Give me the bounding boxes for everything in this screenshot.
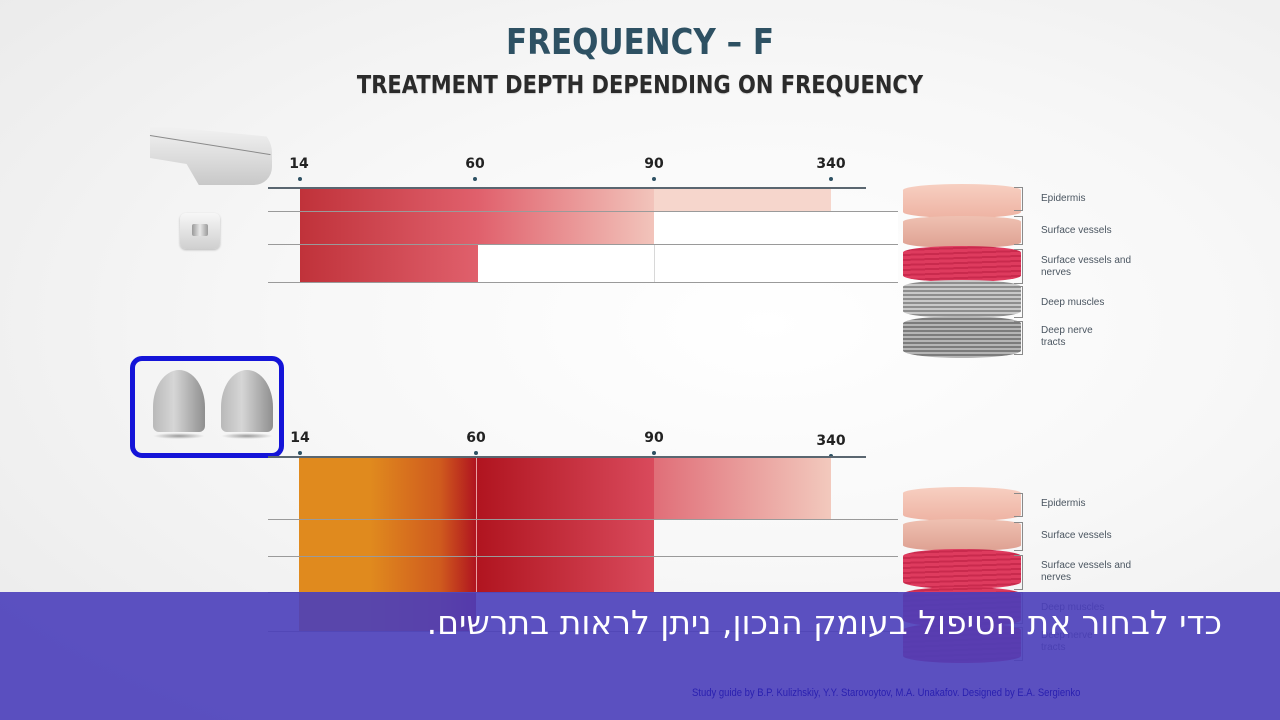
- empty-cell: [654, 211, 898, 282]
- tick-label: 14: [289, 156, 309, 172]
- layer-label-surface-vessels-nerves: Surface vessels and: [1041, 255, 1132, 266]
- bracket: [1014, 522, 1023, 551]
- tick-label: 14: [290, 430, 310, 446]
- grid-line: [268, 244, 898, 245]
- grid-vline: [654, 244, 655, 282]
- bar-60-90: [478, 188, 654, 244]
- nozzle-electrode-icon: [221, 370, 273, 432]
- page-subtitle: TREATMENT DEPTH DEPENDING ON FREQUENCY: [356, 70, 924, 99]
- layer-label-epidermis: Epidermis: [1041, 193, 1086, 204]
- surface-vessels-nerves-disc: [903, 549, 1021, 589]
- bracket: [1014, 321, 1023, 355]
- bar-90-340-pink: [654, 457, 831, 519]
- tick-label: 340: [816, 156, 846, 172]
- grid-vline: [476, 457, 477, 592]
- surface-vessels-disc: [903, 519, 1021, 551]
- bar-90-340: [654, 188, 831, 211]
- bracket: [1014, 493, 1023, 517]
- layer-label-surface-vessels-nerves: Surface vessels and: [1041, 560, 1132, 571]
- layer-label-surface-vessels: Surface vessels: [1041, 225, 1112, 236]
- flat-electrode-icon: [180, 213, 220, 249]
- empty-cell: [478, 244, 654, 282]
- bracket: [1014, 555, 1023, 590]
- nozzle-selection-highlight[interactable]: [130, 356, 284, 458]
- tick-label: 90: [644, 156, 664, 172]
- credit-line: Study guide by B.P. Kulizhskiy, Y.Y. Sta…: [692, 687, 1081, 699]
- hebrew-caption: כדי לבחור את הטיפול בעומק הנכון, ניתן לר…: [426, 603, 1222, 642]
- nozzle-electrode-icon: [153, 370, 205, 432]
- caption-overlay: [0, 592, 1280, 720]
- layer-label-surface-vessels-nerves-2: nerves: [1041, 572, 1072, 583]
- surface-vessels-nerves-disc: [903, 246, 1021, 282]
- layer-label-deep-muscles: Deep muscles: [1041, 297, 1105, 308]
- epidermis-disc: [903, 487, 1021, 521]
- epidermis-disc: [903, 184, 1021, 218]
- tick-dot: [652, 451, 656, 455]
- layer-label-surface-vessels-nerves-2: nerves: [1041, 267, 1072, 278]
- layer-label-epidermis: Epidermis: [1041, 498, 1086, 509]
- tick-label: 60: [465, 156, 485, 172]
- tick-label: 60: [466, 430, 486, 446]
- grid-line: [268, 282, 898, 283]
- layer-label-deep-nerve: Deep nerve: [1041, 325, 1093, 336]
- grid-line: [268, 519, 898, 520]
- tick-dot: [652, 177, 656, 181]
- layer-label-surface-vessels: Surface vessels: [1041, 530, 1112, 541]
- bar-14-60: [300, 188, 478, 282]
- tick-dot: [298, 177, 302, 181]
- tick-label: 90: [644, 430, 664, 446]
- tick-dot: [474, 451, 478, 455]
- tick-dot: [473, 177, 477, 181]
- nozzle-shadow: [221, 433, 273, 439]
- bar-60-90-red: [476, 457, 654, 592]
- bracket: [1014, 187, 1023, 211]
- deep-nerve-tracts-disc: [903, 316, 1021, 358]
- nozzle-shadow: [153, 433, 205, 439]
- bracket: [1014, 216, 1023, 245]
- tick-label: 340: [816, 433, 846, 449]
- deep-muscles-disc: [903, 280, 1021, 318]
- grid-line: [268, 211, 898, 212]
- bracket: [1014, 249, 1023, 284]
- axis-line: [268, 187, 866, 189]
- page-title: FREQUENCY – F: [506, 22, 774, 63]
- grid-line: [268, 556, 898, 557]
- tick-dot: [298, 451, 302, 455]
- layer-label-deep-nerve-2: tracts: [1041, 337, 1066, 348]
- bracket: [1014, 286, 1023, 318]
- skin-layers-illustration: [903, 178, 1021, 358]
- axis-line: [268, 456, 866, 458]
- tick-dot: [829, 177, 833, 181]
- surface-vessels-disc: [903, 216, 1021, 248]
